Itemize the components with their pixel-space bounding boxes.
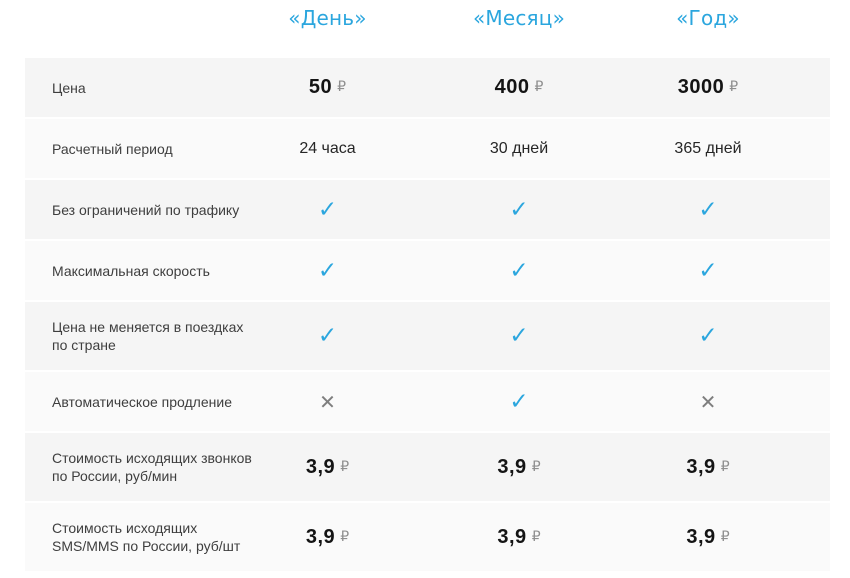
check-icon: ✓: [317, 196, 338, 223]
check-icon: ✓: [698, 196, 718, 223]
check-icon: ✓: [698, 257, 718, 284]
row-label: Расчетный период: [52, 140, 173, 157]
row-label: Цена: [52, 79, 86, 96]
row-label: Максимальная скорость: [52, 262, 210, 279]
tab-plan-day[interactable]: «День»: [288, 6, 367, 30]
table-row-sms-cost: Стоимость исходящих SMS/MMS по России, р…: [25, 503, 830, 571]
ruble-sign: ₽: [720, 458, 730, 475]
ruble-sign: ₽: [340, 458, 350, 475]
price-cell: 3,9 ₽: [638, 526, 778, 549]
check-icon: ✓: [509, 388, 529, 415]
tab-plan-month[interactable]: «Месяц»: [472, 6, 566, 30]
price-value: 3000: [677, 76, 725, 98]
ruble-sign: ₽: [340, 528, 350, 545]
ruble-sign: ₽: [531, 458, 541, 475]
ruble-sign: ₽: [337, 79, 347, 95]
price-value: 3,9: [497, 455, 527, 478]
price-cell: 400 ₽: [400, 76, 638, 99]
table-row-price-fixed-travel: Цена не меняется в поездках по стране ✓ …: [25, 302, 830, 370]
price-value: 3,9: [686, 525, 716, 548]
table-row-billing-period: Расчетный период 24 часа 30 дней 365 дне…: [25, 119, 830, 178]
period-cell: 24 часа: [299, 139, 356, 157]
price-cell: 3,9 ₽: [400, 526, 638, 549]
check-icon: ✓: [509, 323, 529, 349]
period-cell: 30 дней: [489, 139, 549, 157]
ruble-sign: ₽: [534, 79, 544, 95]
price-cell: 3,9 ₽: [255, 526, 400, 549]
price-cell: 50 ₽: [255, 76, 400, 99]
table-row-max-speed: Максимальная скорость ✓ ✓ ✓: [25, 241, 830, 300]
price-value: 50: [308, 76, 333, 98]
table-row-calls-cost: Стоимость исходящих звонков по России, р…: [25, 433, 830, 501]
period-cell: 365 дней: [674, 139, 742, 157]
price-value: 3,9: [497, 525, 527, 548]
price-value: 400: [494, 76, 530, 98]
ruble-sign: ₽: [531, 528, 541, 545]
check-icon: ✓: [317, 257, 338, 284]
price-cell: 3,9 ₽: [255, 456, 400, 479]
check-icon: ✓: [509, 257, 529, 284]
price-value: 3,9: [305, 525, 336, 548]
row-label: Стоимость исходящих SMS/MMS по России, р…: [52, 520, 241, 554]
table-row-price: Цена 50 ₽ 400 ₽ 3000 ₽: [25, 58, 830, 117]
tab-plan-year[interactable]: «Год»: [676, 6, 740, 30]
price-value: 3,9: [305, 455, 336, 478]
price-value: 3,9: [686, 455, 716, 478]
price-cell: 3,9 ₽: [638, 456, 778, 479]
table-row-auto-renewal: Автоматическое продление ✕ ✓ ✕: [25, 372, 830, 431]
row-label: Стоимость исходящих звонков по России, р…: [52, 450, 252, 484]
row-label: Цена не меняется в поездках по стране: [52, 319, 244, 353]
cross-icon: ✕: [319, 389, 336, 414]
ruble-sign: ₽: [729, 79, 739, 95]
price-cell: 3,9 ₽: [400, 456, 638, 479]
row-label: Автоматическое продление: [52, 393, 232, 410]
check-icon: ✓: [698, 323, 718, 349]
table-row-unlimited-traffic: Без ограничений по трафику ✓ ✓ ✓: [25, 180, 830, 239]
price-cell: 3000 ₽: [638, 76, 778, 99]
row-label: Без ограничений по трафику: [52, 201, 240, 218]
check-icon: ✓: [509, 196, 529, 223]
cross-icon: ✕: [699, 389, 717, 414]
check-icon: ✓: [317, 323, 338, 349]
ruble-sign: ₽: [720, 528, 730, 545]
table-header-row: «День» «Месяц» «Год»: [25, 0, 830, 58]
